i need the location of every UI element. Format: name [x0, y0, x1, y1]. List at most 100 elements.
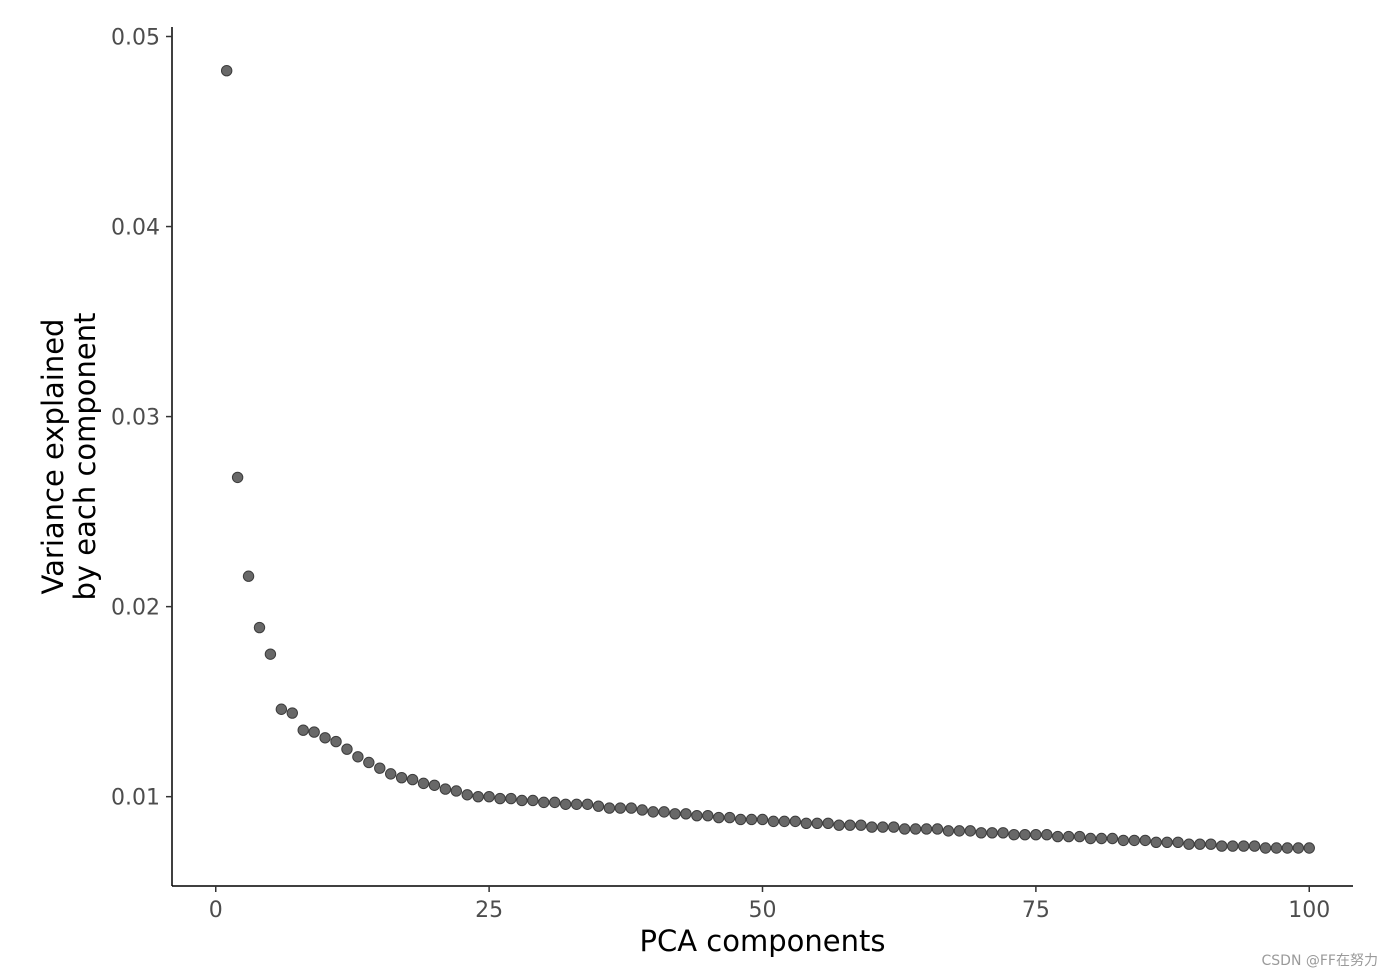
data-point	[395, 771, 408, 784]
data-point	[417, 777, 430, 790]
data-point	[888, 821, 900, 833]
data-point	[1183, 838, 1195, 850]
data-point	[253, 621, 266, 634]
data-point	[614, 802, 627, 814]
data-point	[866, 821, 878, 833]
x-tick-label: 50	[749, 898, 777, 923]
data-point	[811, 817, 823, 829]
data-point	[1248, 840, 1261, 852]
data-point	[374, 762, 386, 774]
data-point	[909, 823, 922, 835]
data-point	[1161, 836, 1173, 848]
y-axis-title-line: Variance explained	[36, 319, 70, 595]
data-point	[319, 732, 331, 744]
data-point	[428, 779, 441, 791]
data-point	[275, 703, 288, 715]
data-point	[549, 796, 561, 809]
data-point	[1303, 842, 1315, 854]
data-point	[483, 790, 495, 803]
data-point	[264, 648, 277, 660]
data-point	[1030, 828, 1042, 841]
data-point	[702, 809, 714, 822]
data-point	[1237, 840, 1250, 852]
data-point	[942, 825, 955, 837]
data-point	[603, 802, 616, 814]
data-point	[800, 817, 812, 829]
x-tick-label: 0	[209, 898, 223, 923]
data-point	[844, 819, 856, 831]
data-point	[1095, 832, 1108, 845]
y-tick-label: 0.04	[111, 216, 160, 241]
data-point	[964, 825, 976, 837]
data-point	[341, 743, 353, 755]
data-point	[363, 756, 375, 769]
y-tick-label: 0.02	[111, 596, 160, 621]
data-point	[220, 65, 233, 77]
data-point	[647, 806, 659, 818]
data-point	[756, 813, 769, 826]
data-point	[1062, 830, 1075, 843]
data-point	[669, 808, 681, 820]
data-point	[745, 813, 758, 826]
data-point	[778, 815, 791, 828]
y-axis-ticks: 0.01 0.02 0.03 0.04 0.05	[111, 26, 172, 811]
data-point	[570, 798, 583, 810]
data-point	[767, 815, 780, 828]
data-point	[1073, 830, 1086, 843]
data-point	[308, 726, 320, 738]
data-point	[1128, 834, 1140, 847]
x-tick-label: 100	[1288, 898, 1330, 923]
data-point	[833, 819, 845, 831]
data-point	[1008, 828, 1020, 841]
data-point	[1117, 834, 1130, 847]
data-point	[1106, 832, 1119, 845]
y-axis-title: Variance explainedby each component	[36, 312, 102, 600]
data-point	[352, 751, 364, 763]
data-point	[231, 471, 244, 484]
data-point	[516, 794, 528, 807]
data-point	[789, 815, 802, 828]
x-tick-label: 75	[1022, 898, 1050, 923]
data-point	[658, 806, 670, 818]
x-tick-label: 25	[475, 898, 503, 923]
axes	[171, 27, 1353, 887]
data-point	[330, 735, 342, 748]
data-point	[527, 794, 539, 807]
y-axis-title-line: by each component	[68, 312, 102, 600]
watermark: CSDN @FF在努力	[1262, 953, 1378, 969]
data-point	[713, 811, 725, 824]
data-point	[297, 724, 309, 736]
y-tick-label: 0.05	[111, 26, 160, 51]
data-point	[450, 785, 463, 797]
data-point	[406, 773, 419, 786]
data-point	[636, 804, 648, 816]
data-point	[472, 790, 484, 803]
data-point	[439, 783, 452, 795]
data-point	[723, 811, 736, 824]
data-point	[997, 827, 1009, 839]
data-point	[1270, 842, 1283, 854]
y-tick-label: 0.03	[111, 406, 160, 431]
data-point	[461, 789, 473, 801]
data-point	[975, 827, 987, 839]
data-point	[855, 819, 867, 831]
data-point	[920, 823, 933, 835]
data-point	[1150, 836, 1162, 848]
data-point	[931, 823, 944, 835]
data-point	[286, 707, 298, 719]
x-axis-title: PCA components	[640, 924, 886, 958]
data-point	[822, 817, 834, 829]
data-point	[1259, 842, 1272, 854]
data-point	[1139, 834, 1151, 847]
data-point	[1019, 828, 1031, 841]
data-point	[1281, 842, 1294, 854]
data-point	[242, 570, 255, 582]
data-point	[538, 796, 550, 809]
data-point	[877, 821, 889, 833]
data-point	[986, 827, 998, 839]
data-point	[1172, 836, 1184, 848]
data-points	[220, 65, 1315, 854]
data-point	[1227, 840, 1239, 852]
data-point	[680, 808, 692, 820]
